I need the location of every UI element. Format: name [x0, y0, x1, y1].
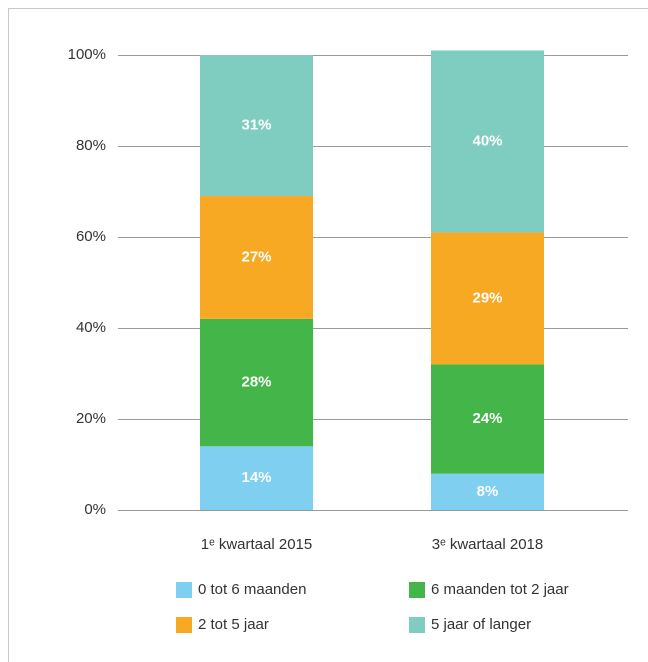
- bar-segment: [431, 364, 544, 474]
- data-label: 40%: [472, 132, 502, 149]
- bar-segment: [431, 473, 544, 510]
- bar-segment: [200, 55, 313, 197]
- y-tick-label: 80%: [76, 137, 106, 154]
- data-label: 29%: [472, 289, 502, 306]
- data-label: 31%: [241, 116, 271, 133]
- legend-label: 6 maanden tot 2 jaar: [431, 581, 569, 598]
- y-tick-label: 100%: [68, 46, 106, 63]
- x-tick-label: 1ᵉ kwartaal 2015: [201, 536, 312, 553]
- legend-label: 5 jaar of langer: [431, 616, 531, 633]
- data-label: 28%: [241, 374, 271, 391]
- y-tick-label: 0%: [84, 501, 106, 518]
- legend-swatch: [176, 582, 192, 598]
- bar-segment: [200, 446, 313, 510]
- y-tick-label: 60%: [76, 228, 106, 245]
- frame: [8, 8, 648, 662]
- legend-label: 0 tot 6 maanden: [198, 581, 306, 598]
- data-label: 14%: [241, 469, 271, 486]
- bar-segment: [200, 196, 313, 319]
- data-label: 8%: [477, 483, 499, 500]
- x-tick-label: 3ᵉ kwartaal 2018: [432, 536, 543, 553]
- bar-segment: [431, 232, 544, 365]
- data-label: 27%: [241, 248, 271, 265]
- legend-swatch: [409, 617, 425, 633]
- bar-segment: [431, 50, 544, 233]
- legend-swatch: [176, 617, 192, 633]
- y-tick-label: 20%: [76, 410, 106, 427]
- legend-swatch: [409, 582, 425, 598]
- y-tick-label: 40%: [76, 319, 106, 336]
- bar-segment: [200, 318, 313, 447]
- data-label: 24%: [472, 410, 502, 427]
- legend-label: 2 tot 5 jaar: [198, 616, 269, 633]
